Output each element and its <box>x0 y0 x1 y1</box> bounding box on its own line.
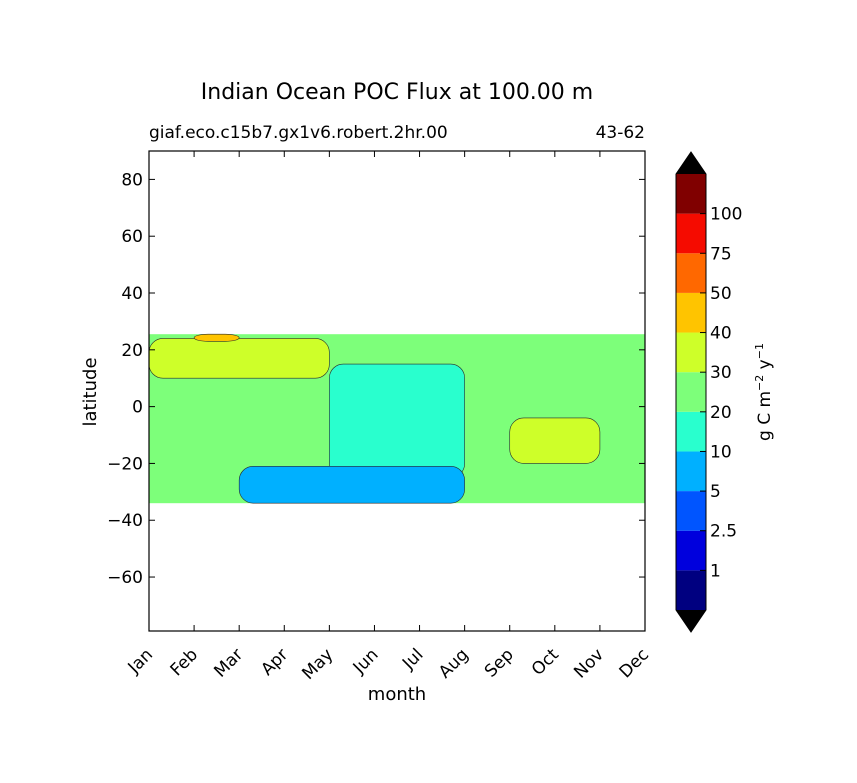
colorbar-segment-5 <box>676 372 706 412</box>
x-tick-label-feb: Feb <box>167 645 202 680</box>
colorbar-segment-3 <box>676 451 706 492</box>
x-tick-label-nov: Nov <box>570 645 608 683</box>
colorbar-tick-label-2: 5 <box>710 482 721 502</box>
colorbar-label-sup2: −1 <box>753 343 766 359</box>
colorbar-tick-label-5: 30 <box>710 363 732 383</box>
contour-region-2 <box>238 465 465 504</box>
x-tick-label-jul: Jul <box>398 645 427 674</box>
colorbar-extend-bottom <box>676 610 706 632</box>
colorbar-label-main: g C m <box>755 391 775 441</box>
y-tick-label-3: 20 <box>121 341 143 361</box>
x-tick-label-jun: Jun <box>349 645 383 679</box>
colorbar-segment-10 <box>676 174 706 214</box>
colorbar-tick-label-6: 40 <box>710 324 732 344</box>
plot-frame <box>148 150 646 632</box>
y-tick-label-4: 0 <box>132 398 143 418</box>
colorbar-tick-label-1: 2.5 <box>710 522 737 542</box>
chart-subtitle-left: giaf.eco.c15b7.gx1v6.robert.2hr.00 <box>149 123 448 143</box>
colorbar-tick-label-3: 10 <box>710 442 732 462</box>
x-tick-label-dec: Dec <box>616 645 653 682</box>
y-tick-label-1: 60 <box>121 227 143 247</box>
contour-region-3 <box>509 417 601 464</box>
colorbar-segment-7 <box>676 292 706 333</box>
colorbar-segment-8 <box>676 253 706 293</box>
y-axis-label: latitude <box>80 357 101 426</box>
x-axis-label: month <box>368 684 426 705</box>
colorbar-segment-9 <box>676 213 706 254</box>
contour-region-1 <box>329 363 465 478</box>
colorbar-label: g C m−2 y−1 <box>753 343 775 441</box>
y-tick-label-7: −60 <box>107 568 143 588</box>
x-tick-label-jan: Jan <box>124 645 157 678</box>
x-tick-label-mar: Mar <box>210 645 247 682</box>
x-tick-label-oct: Oct <box>528 645 563 680</box>
colorbar-segment-2 <box>676 491 706 531</box>
contour-region-4 <box>149 338 330 379</box>
y-axis: 80 60 40 20 0 −20 −40 −60 <box>107 170 645 588</box>
colorbar-ticks: 1 2.5 5 10 20 30 40 50 75 100 <box>700 205 742 581</box>
colorbar-tick-label-8: 75 <box>710 244 732 264</box>
colorbar-segment-4 <box>676 411 706 452</box>
y-tick-label-2: 40 <box>121 284 143 304</box>
colorbar-segment-0 <box>676 570 706 610</box>
y-tick-label-5: −20 <box>107 454 143 474</box>
colorbar-extend-top <box>676 152 706 174</box>
colorbar-outline <box>675 151 707 633</box>
x-tick-label-aug: Aug <box>435 645 473 683</box>
colorbar-tick-label-9: 100 <box>710 205 742 225</box>
colorbar-label-sup1: −2 <box>753 375 766 391</box>
x-tick-label-may: May <box>298 645 337 684</box>
colorbar-tick-label-7: 50 <box>710 284 732 304</box>
contour-region-5 <box>193 333 240 342</box>
colorbar-tick-label-0: 1 <box>710 561 721 581</box>
colorbar-tick-label-4: 20 <box>710 403 732 423</box>
colorbar-label-mid: y <box>755 359 775 374</box>
contour-field <box>149 333 645 504</box>
y-tick-label-0: 80 <box>121 170 143 190</box>
x-tick-label-sep: Sep <box>481 645 518 682</box>
y-tick-label-6: −40 <box>107 511 143 531</box>
colorbar <box>675 151 707 633</box>
colorbar-segment-6 <box>676 332 706 373</box>
chart-title: Indian Ocean POC Flux at 100.00 m <box>201 80 593 105</box>
x-tick-label-apr: Apr <box>257 645 292 680</box>
colorbar-segment-1 <box>676 530 706 571</box>
chart-subtitle-right: 43-62 <box>596 123 645 143</box>
